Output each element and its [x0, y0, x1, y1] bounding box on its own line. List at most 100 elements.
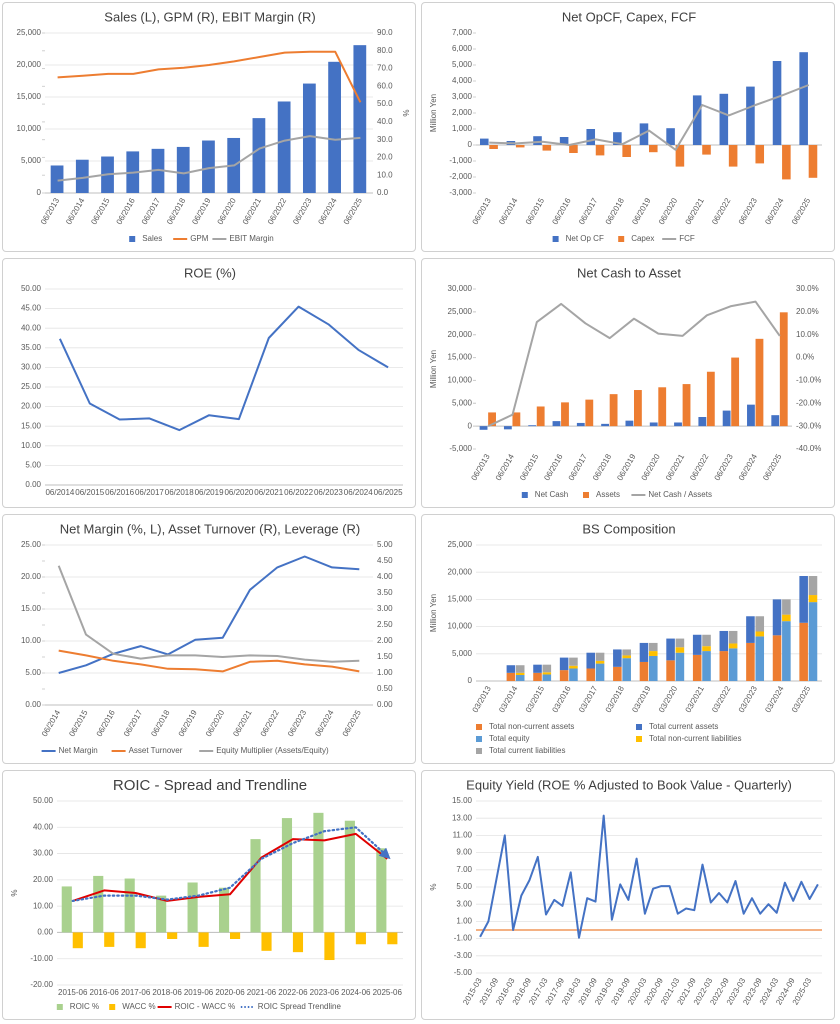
- bar: [609, 394, 618, 427]
- legend-label: Net Cash: [535, 490, 568, 499]
- bar: [277, 101, 291, 193]
- tick-label: 5.00: [377, 540, 393, 549]
- legend-swatch: [476, 748, 482, 754]
- x-tick-label: 06/2015: [524, 196, 547, 226]
- bar: [595, 663, 605, 681]
- x-tick-label: 06/2025: [790, 196, 813, 226]
- bar: [728, 643, 738, 649]
- chart-panel: ROE (%) 0.00 5.00 10.00 15.00 20.00 25.00 30.00…: [2, 258, 416, 508]
- y-axis-label: Million Yen: [429, 594, 438, 632]
- series-line: [71, 826, 391, 902]
- bar: [202, 140, 215, 193]
- legend-label: Assets: [596, 490, 620, 499]
- bar: [489, 145, 498, 149]
- x-tick-label: 06/2019: [195, 488, 224, 497]
- x-tick-label: 03/2016: [550, 684, 573, 714]
- tick-label: 5.00: [25, 461, 41, 470]
- legend-label: ROIC Spread Trendline: [258, 1002, 342, 1011]
- bar: [779, 312, 788, 427]
- bar: [355, 932, 366, 945]
- x-tick-label: 06/2019: [190, 196, 213, 226]
- bar: [569, 145, 578, 153]
- chart: Sales (L), GPM (R), EBIT Margin (R) 0 5,00…: [17, 9, 412, 243]
- bar: [622, 658, 631, 681]
- bar: [666, 660, 675, 681]
- tick-label: 20,000: [448, 567, 473, 576]
- legend-label: FCF: [679, 234, 695, 243]
- bar: [488, 412, 496, 427]
- legend-label: ROIC %: [70, 1002, 99, 1011]
- bar: [353, 45, 367, 193]
- bar: [666, 128, 675, 145]
- x-tick-label: 06/2025: [374, 488, 403, 497]
- bar: [542, 672, 552, 675]
- bar: [755, 145, 765, 164]
- chart-panel: Equity Yield (ROE % Adjusted to Book Val…: [421, 770, 835, 1020]
- tick-label: 0.00: [25, 700, 41, 709]
- x-tick-label: 06/2015: [518, 452, 541, 482]
- tick-label: 9.00: [456, 848, 472, 857]
- legend-swatch: [521, 492, 528, 498]
- x-tick-label: 06/2022: [710, 196, 733, 226]
- x-tick-label: 06/2019: [177, 708, 200, 738]
- x-tick-label: 06/2024: [763, 196, 786, 226]
- chart: Net Cash to Asset -5,000 0 5,000 10,000 15,00…: [429, 265, 821, 499]
- tick-label: -30.0%: [796, 421, 821, 430]
- legend-swatch: [476, 724, 482, 730]
- chart: ROE (%) 0.00 5.00 10.00 15.00 20.00 25.00 30.00…: [21, 265, 403, 497]
- bar: [666, 638, 675, 661]
- bar: [808, 595, 818, 603]
- tick-label: 30.00: [33, 849, 54, 858]
- x-tick-label: 06/2025: [342, 196, 365, 226]
- legend-label: Total non-current liabilities: [649, 734, 742, 743]
- tick-label: 30,000: [448, 284, 473, 293]
- legend-label: Equity Multiplier (Assets/Equity): [216, 746, 329, 755]
- x-tick-label: 06/2022: [266, 196, 289, 226]
- legend-label: ROIC - WACC %: [175, 1002, 236, 1011]
- bar: [692, 654, 702, 681]
- tick-label: 90.0: [377, 28, 393, 37]
- series-line: [479, 814, 819, 939]
- x-tick-label: 2018-06: [152, 988, 182, 997]
- legend-label: Net Margin: [59, 746, 98, 755]
- tick-label: 70.0: [377, 64, 393, 73]
- tick-label: 15.00: [452, 796, 473, 805]
- bar: [675, 145, 685, 167]
- x-tick-label: 06/2024: [737, 452, 760, 482]
- bar: [187, 882, 198, 933]
- legend-label: Sales: [142, 234, 162, 243]
- tick-label: 40.0: [377, 117, 393, 126]
- x-tick-label: 06/2020: [224, 488, 253, 497]
- x-tick-label: 03/2020: [657, 684, 680, 714]
- tick-label: 10.00: [21, 441, 42, 450]
- series-line: [58, 555, 360, 674]
- y-axis-label: Million Yen: [429, 350, 438, 388]
- legend-swatch: [476, 736, 482, 742]
- bar: [542, 145, 552, 151]
- x-tick-label: 06/2024: [313, 708, 336, 738]
- bar: [533, 136, 542, 145]
- bar: [506, 672, 516, 681]
- tick-label: 10.00: [33, 901, 54, 910]
- bar: [542, 674, 552, 681]
- tick-label: 13.00: [452, 813, 473, 822]
- tick-label: 4.00: [377, 572, 393, 581]
- bar: [675, 652, 685, 681]
- tick-label: 3.00: [377, 604, 393, 613]
- tick-label: -3,000: [449, 188, 472, 197]
- x-tick-label: 06/2021: [664, 452, 687, 482]
- chart-title: Equity Yield (ROE % Adjusted to Book Val…: [466, 777, 792, 792]
- bar: [634, 390, 642, 427]
- bar: [639, 661, 649, 681]
- tick-label: 50.00: [33, 796, 54, 805]
- series-line: [57, 565, 360, 663]
- tick-label: 30.00: [21, 363, 42, 372]
- bar: [746, 616, 755, 643]
- legend-swatch: [109, 1004, 116, 1010]
- bar: [230, 932, 241, 939]
- bar: [313, 812, 324, 933]
- legend-label: Net Cash / Assets: [648, 490, 712, 499]
- tick-label: 15,000: [17, 92, 42, 101]
- x-tick-label: 06/2022: [259, 708, 282, 738]
- tick-label: 80.0: [377, 46, 393, 55]
